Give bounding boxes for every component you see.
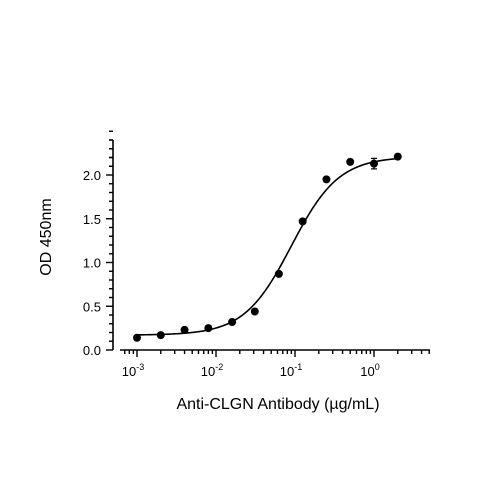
x-axis: 10-3 10-2 10-1 100 xyxy=(120,349,430,379)
y-ticks: 0.0 0.5 1.0 1.5 2.0 xyxy=(83,130,113,358)
x-tick-label: 10-1 xyxy=(280,362,302,379)
fit-curve xyxy=(136,157,398,336)
y-tick-label: 0.5 xyxy=(83,299,101,314)
data-point xyxy=(250,307,259,316)
data-point xyxy=(298,217,307,226)
data-point xyxy=(370,159,378,168)
data-point xyxy=(204,324,213,333)
y-axis: 0.0 0.5 1.0 1.5 2.0 xyxy=(83,130,114,358)
y-tick-label: 0.0 xyxy=(83,343,101,358)
data-point xyxy=(393,152,402,161)
data-point xyxy=(274,269,283,278)
data-point xyxy=(133,333,141,342)
y-tick-label: 1.5 xyxy=(83,212,101,227)
data-point xyxy=(346,157,355,166)
x-ticks: 10-3 10-2 10-1 100 xyxy=(122,350,430,379)
data-point xyxy=(180,325,189,334)
data-points xyxy=(133,152,402,342)
data-point xyxy=(156,331,165,340)
x-tick-label: 100 xyxy=(360,362,379,379)
x-tick-label: 10-2 xyxy=(201,362,223,379)
data-point xyxy=(228,318,237,326)
x-tick-label: 10-3 xyxy=(122,362,144,379)
y-tick-label: 1.0 xyxy=(83,256,101,271)
x-axis-title: Anti-CLGN Antibody (µg/mL) xyxy=(176,396,379,413)
y-tick-label: 2.0 xyxy=(83,168,101,183)
y-axis-title: OD 450nm xyxy=(38,198,55,275)
data-point xyxy=(322,175,331,184)
